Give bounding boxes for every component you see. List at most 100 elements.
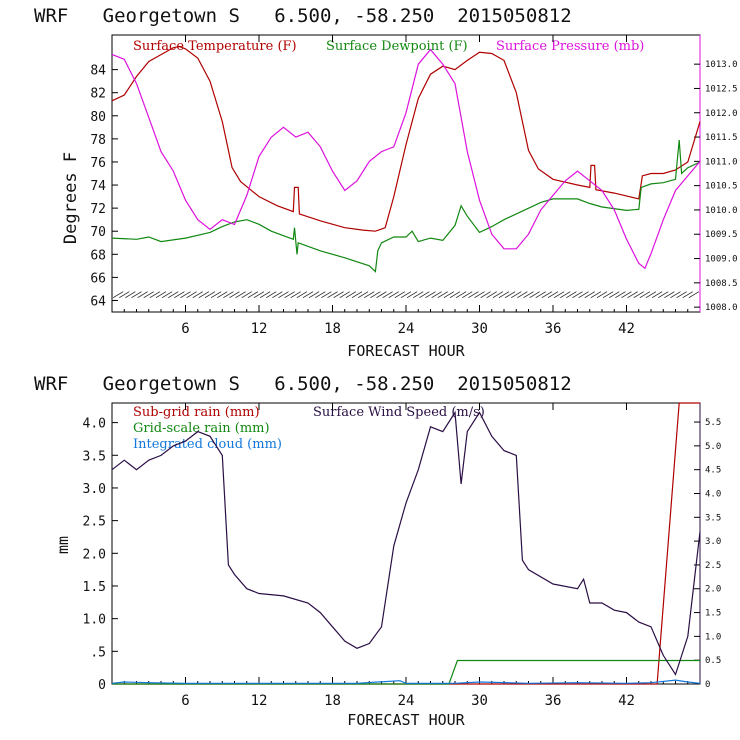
x-tick-label: 42 — [618, 321, 635, 337]
legend-pressure: Surface Pressure (mb) — [496, 39, 644, 54]
y-tick-label: 64 — [90, 294, 106, 309]
y-tick-label: 3.5 — [83, 449, 106, 464]
y2-tick-label: 1011.0 — [705, 157, 738, 167]
wind-barb — [425, 291, 436, 299]
x-tick-label: 6 — [181, 321, 189, 337]
y2-tick-label: 1.5 — [705, 609, 721, 619]
wind-barb — [541, 291, 553, 299]
wind-barb — [284, 291, 295, 299]
wind-barb — [480, 291, 491, 299]
wind-barb — [645, 291, 657, 299]
wind-barb — [651, 291, 663, 299]
wind-barb — [229, 291, 240, 299]
wind-barb — [602, 291, 614, 299]
y2-tick-label: 1012.0 — [705, 109, 738, 119]
y-tick-label: 0 — [98, 678, 106, 693]
wind-barb — [609, 291, 620, 299]
wind-barb — [131, 291, 142, 299]
legend-wind: Surface Wind Speed (m/s) — [313, 405, 485, 420]
wind-barb — [431, 291, 442, 299]
wind-barb — [474, 291, 485, 299]
wind-barb — [443, 291, 455, 299]
wind-barb — [523, 291, 534, 299]
wind-barb — [658, 291, 669, 299]
wind-barb — [400, 291, 412, 299]
x-tick-label: 12 — [251, 321, 268, 337]
wind-barb — [186, 291, 197, 299]
wind-barb — [682, 291, 693, 299]
wind-barb — [621, 291, 632, 299]
legend-grid-rain: Grid-scale rain (mm) — [133, 421, 270, 436]
y-tick-label: 78 — [90, 133, 106, 148]
wind-barb — [259, 291, 271, 299]
wind-barb — [511, 291, 522, 299]
x-tick-label: 36 — [545, 693, 562, 709]
wind-barb — [149, 291, 161, 299]
wind-barb — [223, 291, 234, 299]
wind-barb — [198, 291, 210, 299]
y2-tick-label: 1009.5 — [705, 230, 738, 240]
y-tick-label: 82 — [90, 87, 106, 102]
wind-barb — [437, 291, 448, 299]
wind-barb — [272, 291, 283, 299]
wind-barb — [535, 291, 546, 299]
wind-barb — [547, 291, 559, 299]
y2-tick-label: 1008.5 — [705, 279, 738, 289]
x-tick-label: 24 — [398, 321, 415, 337]
y2-tick-label: 3.0 — [705, 537, 721, 547]
wind-barb — [247, 291, 259, 299]
wind-barb — [455, 291, 467, 299]
series-surface-dewpoint-f — [111, 139, 701, 273]
wind-barb — [266, 291, 277, 299]
wind-barb — [664, 291, 675, 299]
wind-barb — [529, 291, 540, 299]
wind-barb — [290, 291, 301, 299]
wind-barb — [278, 291, 289, 299]
y2-tick-label: 1012.5 — [705, 84, 738, 94]
x-tick-label: 30 — [471, 693, 488, 709]
y-axis-label: Degrees F — [61, 152, 81, 244]
wind-barb — [670, 291, 681, 299]
y-tick-label: 66 — [90, 271, 106, 286]
y-tick-label: 80 — [90, 110, 106, 125]
wind-barb — [155, 291, 167, 299]
wind-barb — [578, 291, 589, 299]
wind-barb — [492, 291, 504, 299]
wind-barb — [688, 291, 700, 299]
chart-title: WRF Georgetown S 6.500, -58.250 20150508… — [34, 373, 572, 395]
y2-tick-label: 1010.5 — [705, 182, 738, 192]
chart-title: WRF Georgetown S 6.500, -58.250 20150508… — [34, 5, 572, 27]
y-tick-label: 3.0 — [83, 482, 106, 497]
wind-barb — [406, 291, 418, 299]
wind-barb — [112, 291, 124, 299]
wind-barb — [364, 291, 375, 299]
y2-tick-label: 1.0 — [705, 632, 721, 642]
wind-barb — [376, 291, 387, 299]
wind-barb — [253, 291, 265, 299]
wind-barb — [315, 291, 326, 299]
wind-barb — [419, 291, 430, 299]
y2-tick-label: 1013.0 — [705, 60, 738, 70]
y2-tick-label: 0 — [705, 680, 710, 690]
y-tick-label: 1.0 — [83, 613, 106, 628]
legend-dewpoint: Surface Dewpoint (F) — [326, 39, 468, 54]
wind-barb — [351, 291, 363, 299]
y-tick-label: 70 — [90, 225, 106, 240]
legend-temperature: Surface Temperature (F) — [133, 39, 297, 54]
wind-barb — [517, 291, 528, 299]
y-tick-label: 84 — [90, 64, 106, 79]
wind-barb — [119, 291, 130, 299]
y-tick-label: 2.5 — [83, 515, 106, 530]
wind-barb — [204, 291, 216, 299]
wind-barb — [633, 291, 644, 299]
chart-bottom: WRF Georgetown S 6.500, -58.250 20150508… — [34, 373, 721, 729]
wind-barb — [572, 291, 583, 299]
y-tick-label: 4.0 — [83, 417, 106, 432]
y2-tick-label: 1011.5 — [705, 133, 738, 143]
y-tick-label: 76 — [90, 156, 106, 171]
wind-barb — [615, 291, 626, 299]
wind-barb — [553, 291, 565, 299]
y2-tick-label: 5.5 — [705, 418, 721, 428]
wind-barb — [143, 291, 154, 299]
wind-barb — [168, 291, 179, 299]
